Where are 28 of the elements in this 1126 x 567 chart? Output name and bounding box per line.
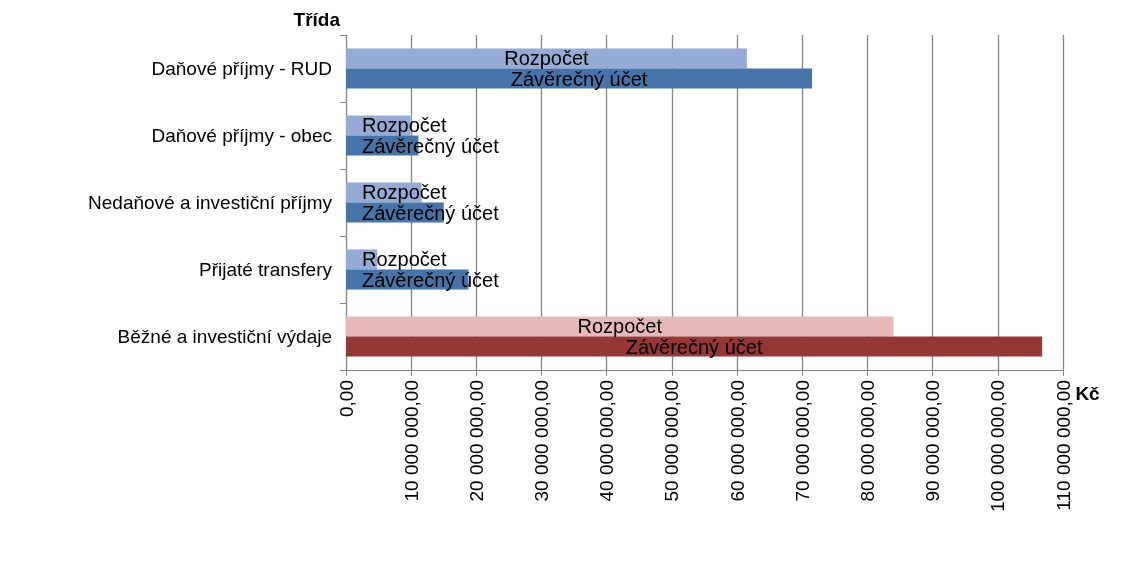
x-tick-label: 0,00 <box>335 380 357 417</box>
x-tick-label: 40 000 000,00 <box>596 380 618 502</box>
x-tick-label: 110 000 000,00 <box>1052 380 1074 511</box>
text: Rozpočet <box>577 315 663 338</box>
text: Rozpočet <box>362 248 447 271</box>
y-tick-label: Daňové příjmy - obec <box>151 125 332 146</box>
y-tick-label: Nedaňové a investiční příjmy <box>88 192 333 213</box>
x-tick-label: 100 000 000,00 <box>987 380 1009 513</box>
x-tick-label: 60 000 000,00 <box>726 380 748 502</box>
bar <box>346 336 1043 357</box>
y-axis-title: Třída <box>293 9 341 30</box>
x-tick-label: 80 000 000,00 <box>856 380 878 502</box>
text: Závěrečný účet <box>625 335 763 358</box>
x-axis-title: Kč <box>1075 383 1101 404</box>
text: Rozpočet <box>504 47 589 70</box>
y-tick-label: Daňové příjmy - RUD <box>151 58 332 79</box>
x-tick-label: 90 000 000,00 <box>922 380 944 502</box>
bar <box>346 316 894 337</box>
y-tick-label: Běžné a investiční výdaje <box>117 326 332 347</box>
x-tick-label: 20 000 000,00 <box>465 380 487 502</box>
y-tick-label: Přijaté transfery <box>198 259 333 280</box>
x-tick-label: 50 000 000,00 <box>661 380 683 502</box>
x-tick-label: 30 000 000,00 <box>531 380 553 502</box>
x-tick-label: 70 000 000,00 <box>791 380 813 502</box>
bar <box>346 48 747 69</box>
series-label: Rozpočet <box>362 114 447 137</box>
x-tick-label: 10 000 000,00 <box>400 380 422 502</box>
text: Rozpočet <box>362 181 447 204</box>
